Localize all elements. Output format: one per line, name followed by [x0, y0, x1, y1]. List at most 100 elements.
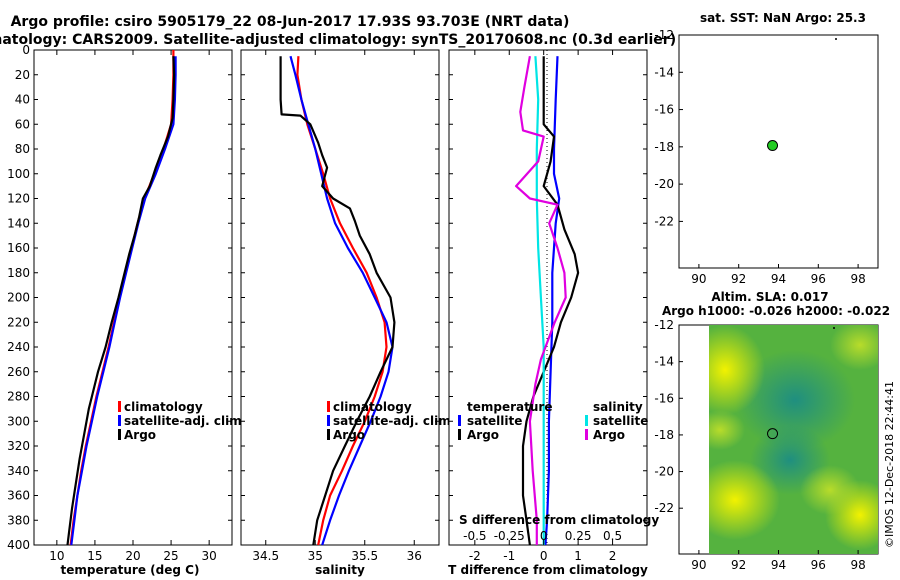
y-tick-label: 180: [7, 266, 30, 280]
legend-label-satellite: satellite-adj. clim.: [124, 414, 246, 428]
sla-high-patch: [709, 325, 765, 415]
sla-map-panel: Altim. SLA: 0.017 Argo h1000: -0.026 h20…: [654, 290, 890, 572]
x-tick-label: 35.5: [351, 549, 378, 563]
x-tick-label: 90: [691, 272, 706, 286]
legend-label-t-argo: Argo: [467, 428, 499, 442]
y-tick-label: -16: [654, 391, 674, 405]
x-tick-label: 34.5: [252, 549, 279, 563]
legend-label-argo: Argo: [124, 428, 156, 442]
header-line2: Climatology: CARS2009. Satellite-adjuste…: [0, 32, 676, 48]
series-line-t-argo: [521, 56, 580, 546]
x-tick-label: 96: [811, 272, 826, 286]
legend-title-temperature: temperature: [467, 400, 552, 414]
x-tick-label: 98: [850, 272, 865, 286]
s-tick-label: 0.25: [565, 529, 592, 543]
legend-swatch-s-argo: [585, 429, 588, 440]
y-tick-label: 360: [7, 489, 30, 503]
y-tick-label: -16: [654, 103, 674, 117]
temperature-legend: climatology satellite-adj. clim. Argo: [118, 400, 246, 442]
header-line1: Argo profile: csiro 5905179_22 08-Jun-20…: [11, 14, 570, 30]
s-tick-label: -0.5: [463, 529, 486, 543]
legend-swatch-satellite: [118, 415, 121, 426]
sla-map-subtitle: Argo h1000: -0.026 h2000: -0.022: [662, 304, 890, 318]
legend-label-climatology: climatology: [124, 400, 203, 414]
coast-dot: [835, 38, 837, 40]
salinity-panel: 34.5 35 35.5 36 salinity climatology satell…: [240, 49, 455, 577]
y-tick-label: -12: [654, 28, 674, 42]
x-tick-label: 36: [407, 549, 422, 563]
legend-swatch-t-satellite: [458, 415, 461, 426]
y-tick-label: 80: [15, 142, 30, 156]
y-tick-label: -20: [654, 177, 674, 191]
sst-map-frame: [678, 34, 879, 269]
difference-panel: -2 -1 0 1 2 -0.5 -0.25 0 0.25 0.5 S difference fr…: [448, 49, 659, 577]
series-line-argo: [279, 56, 396, 546]
y-tick-label: 0: [22, 43, 30, 57]
legend-label-s-argo: Argo: [593, 428, 625, 442]
s-tick-label: 0.5: [603, 529, 622, 543]
y-tick-label: 40: [15, 93, 30, 107]
y-tick-label: 380: [7, 513, 30, 527]
x-tick-label: -1: [503, 549, 515, 563]
legend-label-s-satellite: satellite: [593, 414, 648, 428]
x-tick-label: 20: [125, 549, 140, 563]
y-tick-label: 320: [7, 439, 30, 453]
y-tick-label: -12: [654, 318, 674, 332]
y-tick-label: 120: [7, 192, 30, 206]
sla-mid-patch: [709, 410, 745, 450]
sla-high-patch: [709, 460, 780, 540]
legend-swatch-satellite: [327, 415, 330, 426]
sst-map-panel: sat. SST: NaN Argo: 25.3 90 92 94 96 98 -12 -1…: [654, 11, 879, 286]
y-tick-label: 280: [7, 390, 30, 404]
y-tick-label: 300: [7, 414, 30, 428]
series-line-satellite-adj-clim: [289, 55, 394, 546]
temperature-axes-frame: [33, 49, 233, 546]
sst-map-title: sat. SST: NaN Argo: 25.3: [700, 11, 866, 25]
series-line-s-argo: [515, 56, 567, 545]
sla-heatmap: [709, 325, 878, 554]
difference-legend: temperature satellite Argo salinity sate…: [458, 400, 648, 442]
x-tick-label: 94: [771, 558, 786, 572]
legend-swatch-s-satellite: [585, 415, 588, 426]
s-diff-title: S difference from climatology: [459, 513, 659, 527]
sla-mid-patch: [800, 465, 860, 515]
x-tick-label: 96: [811, 558, 826, 572]
y-tick-label: 160: [7, 241, 30, 255]
x-tick-label: 90: [691, 558, 706, 572]
y-tick-label: 140: [7, 216, 30, 230]
x-tick-label: 15: [87, 549, 102, 563]
sla-mid-patch: [830, 325, 878, 370]
x-tick-label: 92: [731, 558, 746, 572]
legend-swatch-climatology: [118, 401, 121, 412]
y-tick-label: -18: [654, 140, 674, 154]
argo-position-marker: [767, 140, 779, 152]
x-tick-label: 1: [574, 549, 582, 563]
y-tick-label: -14: [654, 65, 674, 79]
y-tick-label: -22: [654, 501, 674, 515]
coast-dot: [833, 327, 835, 329]
y-tick-label: 400: [7, 538, 30, 552]
sla-map-title: Altim. SLA: 0.017: [711, 290, 828, 304]
s-tick-label: -0.25: [494, 529, 525, 543]
temperature-xlabel: temperature (deg C): [61, 563, 200, 577]
y-tick-label: 340: [7, 464, 30, 478]
series-line-t-satellite: [544, 56, 561, 546]
y-tick-label: 100: [7, 167, 30, 181]
y-tick-label: 20: [15, 68, 30, 82]
y-tick-label: -22: [654, 214, 674, 228]
x-tick-label: 92: [731, 272, 746, 286]
series-line-satellite-adj-clim: [70, 56, 177, 546]
x-tick-label: 10: [49, 549, 64, 563]
legend-swatch-argo: [327, 429, 330, 440]
x-tick-label: -2: [469, 549, 481, 563]
y-tick-label: 220: [7, 315, 30, 329]
salinity-axes-frame: [240, 49, 440, 546]
imos-timestamp: ©IMOS 12-Dec-2018 22:44:41: [883, 381, 896, 548]
x-tick-label: 25: [163, 549, 178, 563]
y-tick-label: 60: [15, 117, 30, 131]
salinity-legend: climatology satellite-adj. clim. Argo: [327, 400, 455, 442]
legend-label-t-satellite: satellite: [467, 414, 522, 428]
x-tick-label: 94: [771, 272, 786, 286]
x-tick-label: 30: [202, 549, 217, 563]
difference-xlabel: T difference from climatology: [448, 563, 648, 577]
